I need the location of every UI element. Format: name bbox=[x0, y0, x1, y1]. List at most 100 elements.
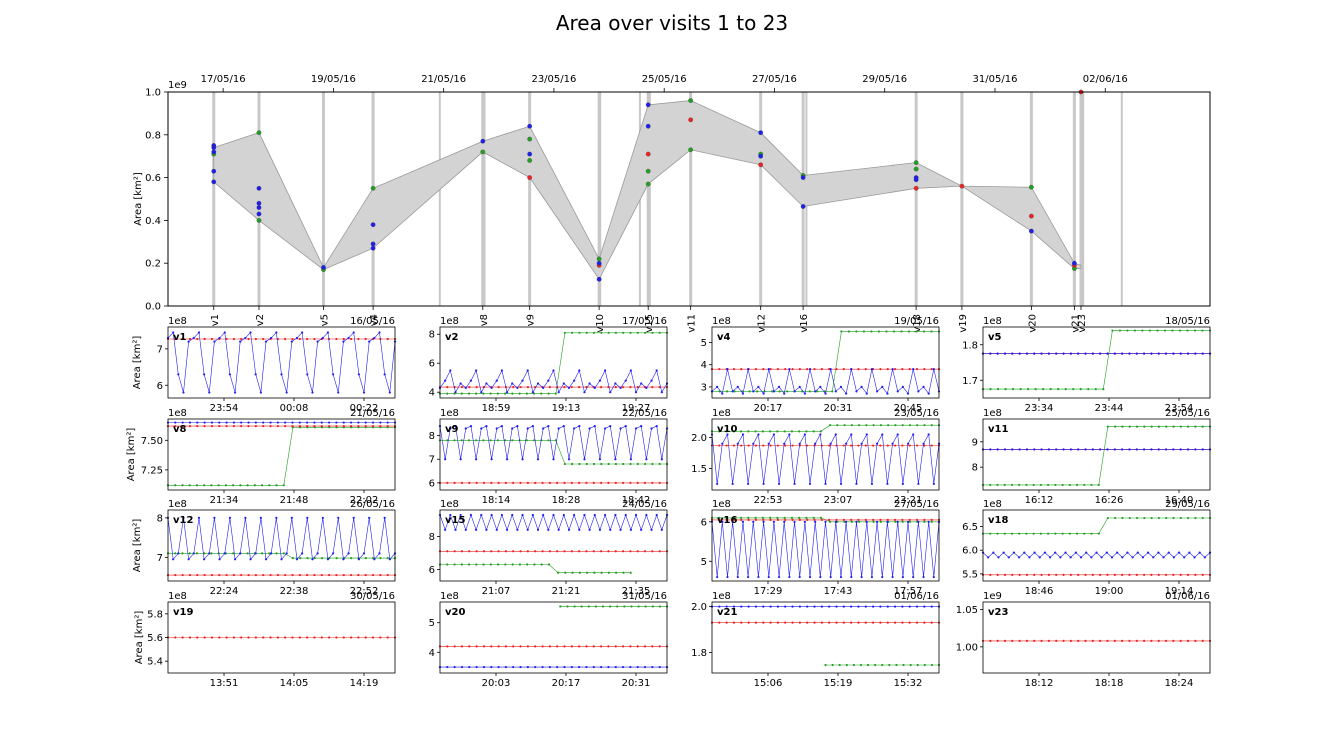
subplot-x-tick-label: 20:17 bbox=[754, 403, 783, 414]
series-marker bbox=[1025, 639, 1029, 642]
series-marker bbox=[842, 518, 845, 521]
series-marker bbox=[460, 665, 464, 669]
series-marker bbox=[1077, 639, 1080, 642]
series-marker bbox=[188, 552, 191, 555]
data-point-blue bbox=[758, 130, 764, 136]
series-marker bbox=[1128, 448, 1131, 451]
series-marker bbox=[1157, 573, 1160, 576]
series-marker bbox=[855, 520, 858, 523]
series-marker bbox=[599, 550, 603, 553]
series-marker bbox=[536, 382, 540, 385]
series-marker bbox=[1150, 639, 1153, 642]
series-marker bbox=[658, 605, 661, 608]
main-plot-frame bbox=[167, 91, 1211, 307]
series-marker bbox=[629, 481, 632, 484]
subplot-frame bbox=[167, 509, 396, 582]
series-marker bbox=[282, 552, 285, 555]
series-marker bbox=[793, 520, 796, 523]
series-marker bbox=[1148, 329, 1152, 332]
series-marker bbox=[512, 645, 515, 648]
series-marker bbox=[557, 427, 560, 430]
series-marker bbox=[1055, 573, 1058, 576]
series-marker bbox=[495, 427, 498, 430]
series-marker bbox=[875, 390, 879, 393]
series-marker bbox=[614, 386, 617, 389]
series-marker bbox=[578, 481, 581, 484]
series-marker bbox=[203, 425, 206, 428]
series-marker bbox=[290, 340, 293, 343]
series-marker bbox=[930, 605, 933, 608]
series-marker bbox=[181, 425, 184, 428]
series-marker bbox=[1113, 352, 1116, 355]
series-marker bbox=[379, 557, 382, 560]
series-marker bbox=[335, 557, 338, 560]
subplot-scale-label: 1e8 bbox=[440, 591, 459, 602]
series-marker bbox=[791, 518, 794, 521]
subplot-x-tick-label: 19:27 bbox=[622, 403, 651, 414]
series-marker bbox=[504, 645, 508, 648]
data-point-blue bbox=[211, 179, 217, 185]
series-marker bbox=[469, 379, 473, 382]
series-marker bbox=[500, 513, 504, 517]
series-marker bbox=[645, 458, 648, 461]
subplot-x-tick-label: 22:52 bbox=[350, 586, 379, 597]
subplot-scale-label: 1e8 bbox=[712, 591, 731, 602]
series-line bbox=[167, 517, 396, 561]
series-marker bbox=[850, 605, 853, 608]
series-marker bbox=[619, 386, 622, 389]
data-point-green bbox=[480, 149, 486, 155]
series-marker bbox=[872, 520, 875, 523]
series-marker bbox=[485, 382, 488, 385]
series-marker bbox=[634, 391, 638, 394]
series-marker bbox=[624, 379, 627, 382]
series-marker bbox=[850, 575, 853, 579]
series-marker bbox=[915, 368, 919, 371]
series-marker bbox=[364, 337, 367, 341]
series-marker bbox=[482, 481, 486, 484]
series-marker bbox=[1033, 352, 1036, 355]
series-marker bbox=[1055, 448, 1058, 451]
series-line bbox=[439, 514, 668, 531]
series-marker bbox=[725, 518, 728, 521]
series-marker bbox=[379, 636, 382, 639]
series-marker bbox=[1179, 352, 1182, 355]
series-marker bbox=[177, 552, 180, 555]
series-marker bbox=[870, 575, 874, 579]
series-marker bbox=[784, 621, 787, 624]
series-marker bbox=[812, 516, 815, 519]
subplot-y-tick-label: 7 bbox=[157, 553, 163, 564]
subplot-y-tick-label: 1.8 bbox=[962, 340, 978, 351]
series-marker bbox=[658, 645, 661, 648]
series-marker bbox=[563, 462, 566, 466]
series-marker bbox=[1075, 532, 1079, 535]
subplot-scale-label: 1e8 bbox=[983, 499, 1002, 510]
series-marker bbox=[564, 571, 567, 574]
series-marker bbox=[464, 386, 467, 389]
data-point-green bbox=[596, 256, 602, 262]
series-marker bbox=[658, 331, 661, 334]
series-marker bbox=[820, 518, 823, 521]
series-marker bbox=[196, 337, 199, 341]
series-marker bbox=[232, 573, 236, 577]
data-point-blue bbox=[800, 175, 806, 180]
series-marker bbox=[490, 458, 493, 461]
series-marker bbox=[1039, 483, 1042, 487]
series-marker bbox=[548, 386, 551, 389]
series-marker bbox=[306, 516, 309, 519]
visit-label: v16 bbox=[799, 314, 810, 333]
series-marker bbox=[526, 369, 529, 372]
series-marker bbox=[619, 427, 622, 430]
series-marker bbox=[901, 368, 904, 371]
series-marker bbox=[531, 425, 534, 428]
data-point-blue bbox=[758, 153, 764, 159]
series-marker bbox=[930, 518, 933, 521]
series-marker bbox=[1025, 352, 1029, 355]
series-marker bbox=[748, 390, 751, 393]
series-marker bbox=[741, 520, 745, 523]
series-marker bbox=[624, 425, 627, 428]
series-marker bbox=[284, 421, 287, 424]
series-marker bbox=[526, 665, 529, 669]
visit-label: v21 bbox=[1070, 314, 1081, 333]
y-tick-label: 0.8 bbox=[145, 130, 161, 141]
series-marker bbox=[1040, 639, 1043, 642]
